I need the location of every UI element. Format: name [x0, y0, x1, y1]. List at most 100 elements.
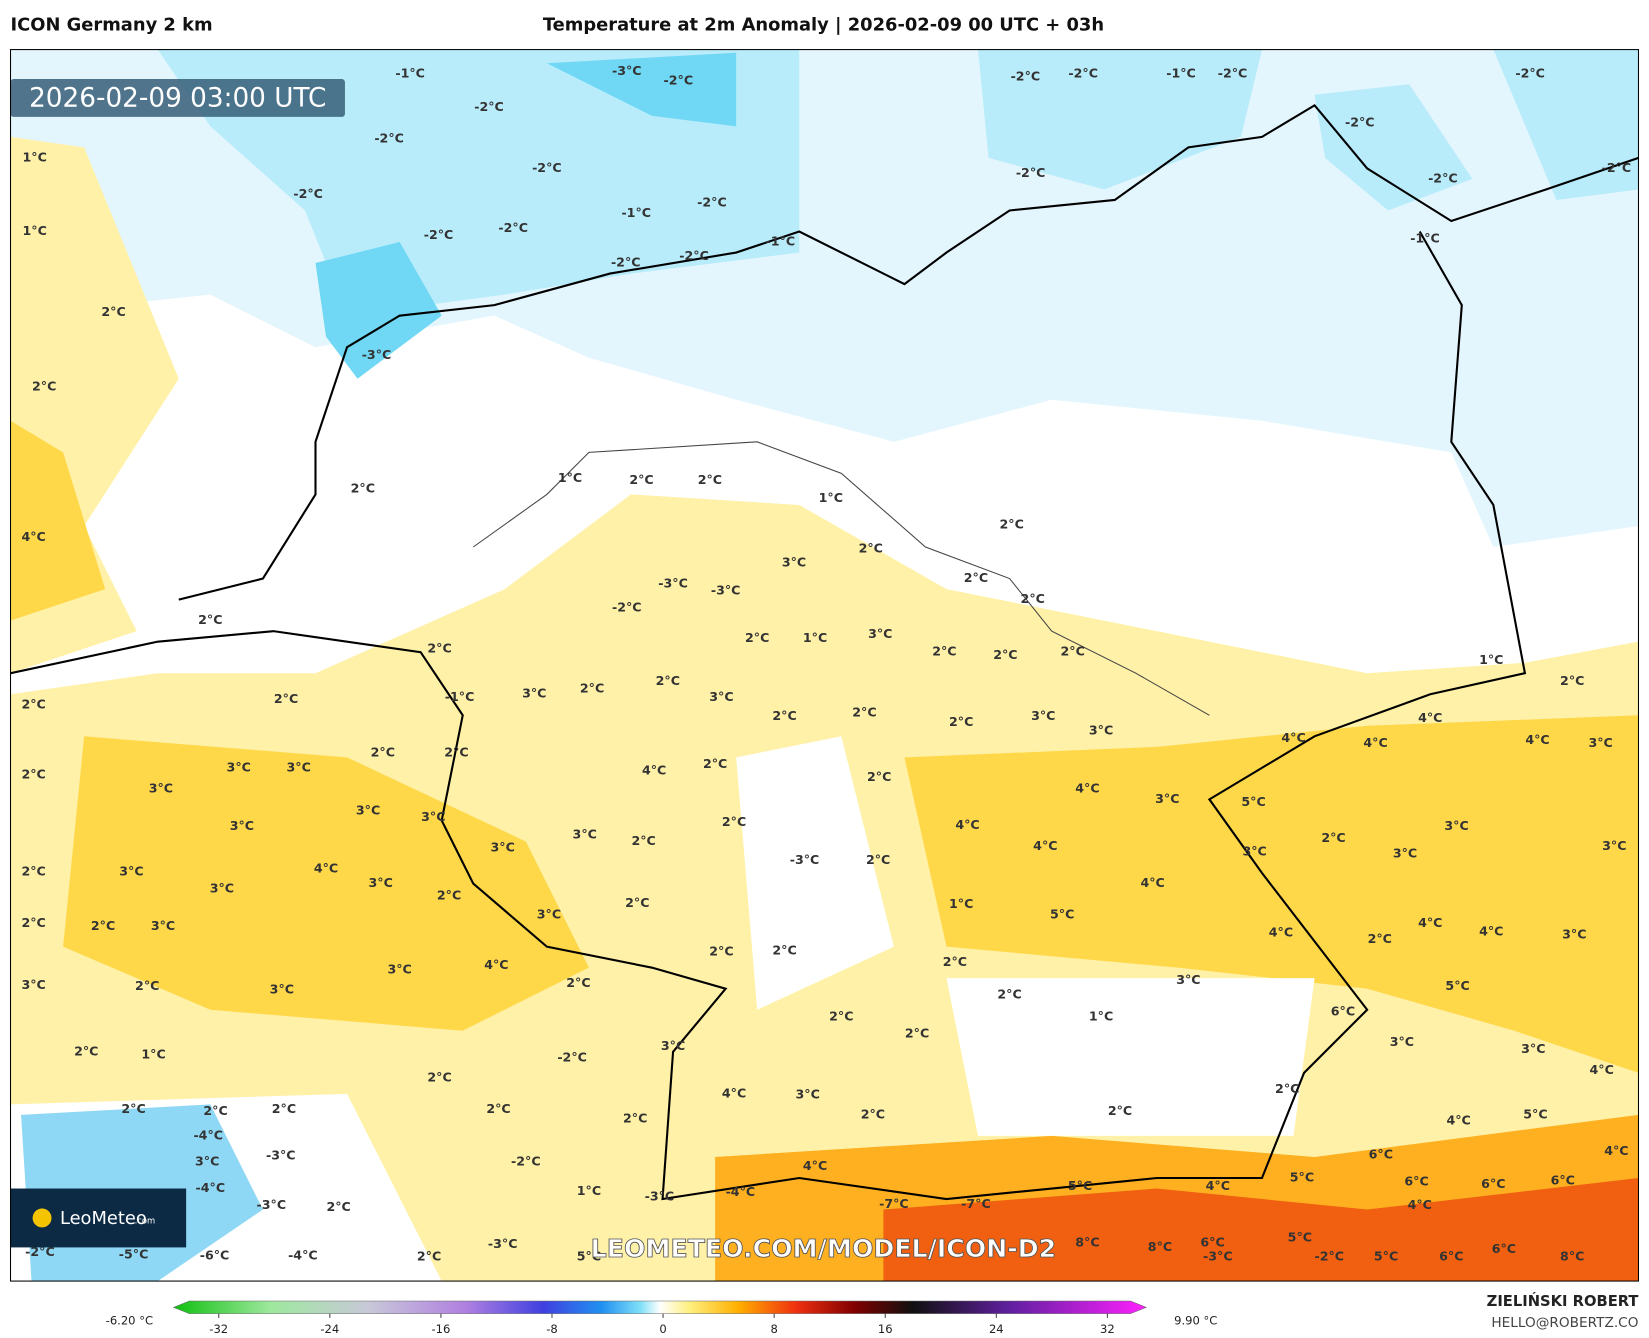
model-name: ICON Germany 2 km: [11, 14, 213, 35]
contour-label: 2°C: [932, 644, 956, 659]
contour-label: 2°C: [709, 943, 733, 958]
contour-label: 2°C: [949, 714, 973, 729]
contour-label: 3°C: [119, 863, 143, 878]
contour-label: 3°C: [1521, 1041, 1545, 1056]
contour-label: -2°C: [1515, 65, 1545, 80]
contour-label: 4°C: [1418, 710, 1442, 725]
contour-label: 2°C: [698, 472, 722, 487]
colorbar-tick-label: 8: [770, 1322, 777, 1336]
contour-label: 2°C: [32, 379, 56, 394]
contour-label: 2°C: [427, 641, 451, 656]
contour-label: 3°C: [537, 907, 561, 922]
contour-label: -3°C: [488, 1236, 518, 1251]
contour-label: 3°C: [522, 686, 546, 701]
contour-label: 3°C: [796, 1086, 820, 1101]
contour-label: 8°C: [1148, 1239, 1172, 1254]
contour-label: -3°C: [711, 583, 741, 598]
contour-label: -3°C: [645, 1188, 675, 1203]
contour-label: 2°C: [629, 472, 653, 487]
contour-label: -2°C: [1602, 160, 1632, 175]
contour-label: 3°C: [1155, 791, 1179, 806]
contour-label: 3°C: [1444, 818, 1468, 833]
contour-label: 5°C: [1050, 907, 1074, 922]
contour-label: 3°C: [1242, 843, 1266, 858]
contour-label: 3°C: [286, 759, 310, 774]
contour-label: 2°C: [867, 769, 891, 784]
contour-label: 3°C: [1562, 927, 1586, 942]
contour-label: 3°C: [709, 689, 733, 704]
contour-label: -2°C: [557, 1050, 587, 1065]
colorbar-min: -6.20 °C: [106, 1314, 153, 1328]
contour-label: 5°C: [577, 1248, 601, 1263]
contour-label: -1°C: [395, 65, 425, 80]
contour-label: -4°C: [196, 1180, 226, 1195]
contour-label: 6°C: [1439, 1248, 1463, 1263]
contour-label: -2°C: [25, 1244, 55, 1259]
contour-label: 2°C: [74, 1043, 98, 1058]
contour-label: -1°C: [621, 205, 651, 220]
contour-label: 3°C: [1602, 838, 1626, 853]
contour-label: 2°C: [964, 570, 988, 585]
contour-label: 2°C: [274, 691, 298, 706]
coastline: [178, 103, 1639, 601]
contour-label: 2°C: [1000, 516, 1024, 531]
contour-label: 3°C: [573, 827, 597, 842]
contour-label: 4°C: [21, 529, 45, 544]
contour-label: 6°C: [1481, 1176, 1505, 1191]
contour-label: 2°C: [91, 918, 115, 933]
contour-label: 2°C: [745, 630, 769, 645]
contour-label: -2°C: [611, 255, 641, 270]
logo-sun: [32, 1208, 52, 1228]
contour-label: -7°C: [879, 1196, 909, 1211]
contour-label: 2°C: [21, 863, 45, 878]
contour-label: 2°C: [1560, 673, 1584, 688]
contour-label: 2°C: [852, 705, 876, 720]
contour-label: 8°C: [1075, 1235, 1099, 1250]
cold-core: [315, 52, 737, 379]
contour-label: -2°C: [697, 195, 727, 210]
contour-label: -1°C: [445, 689, 475, 704]
contour-label: 2°C: [1368, 931, 1392, 946]
contour-label: 6°C: [1200, 1235, 1224, 1250]
contour-label: -3°C: [612, 63, 642, 78]
contour-label: 1°C: [1479, 652, 1503, 667]
contour-label: -3°C: [266, 1147, 296, 1162]
contour-label: 2°C: [580, 680, 604, 695]
contour-label: 2°C: [351, 481, 375, 496]
contour-label: -3°C: [1203, 1248, 1233, 1263]
contour-label: 3°C: [1393, 846, 1417, 861]
contour-label: -2°C: [679, 248, 709, 263]
contour-label: 4°C: [1075, 780, 1099, 795]
contour-label: 5°C: [1445, 978, 1469, 993]
contour-label: 4°C: [955, 817, 979, 832]
contour-label: 3°C: [195, 1154, 219, 1169]
contour-label: 2°C: [1061, 644, 1085, 659]
contour-label: -2°C: [474, 99, 504, 114]
contour-label: 1°C: [1089, 1009, 1113, 1024]
contour-label: -2°C: [1315, 1248, 1345, 1263]
contour-label: -1°C: [1410, 230, 1440, 245]
colorbar: [172, 1300, 1148, 1314]
contour-label: -2°C: [498, 220, 528, 235]
valid-time: 2026-02-09 03:00 UTC: [29, 84, 326, 114]
contour-label: 8°C: [1560, 1248, 1584, 1263]
contour-label: 4°C: [1479, 923, 1503, 938]
contour-label: 2°C: [121, 1101, 145, 1116]
contour-label: 4°C: [1033, 838, 1057, 853]
contour-label: -1°C: [766, 234, 796, 249]
colorbar-tick-label: 16: [878, 1322, 893, 1336]
colorbar-tick-label: -32: [209, 1322, 228, 1336]
contour-label: -2°C: [1011, 68, 1041, 83]
map: -1°C -3°C -2°C -2°C -2°C -2°C -2°C -1°C -2°C -2°C…: [10, 49, 1639, 1282]
contour-label: 4°C: [722, 1085, 746, 1100]
contour-label: 3°C: [1089, 723, 1113, 738]
contour-label: 3°C: [387, 961, 411, 976]
contour-label: 2°C: [566, 975, 590, 990]
author: ZIELIŃSKI ROBERT: [1487, 1293, 1639, 1310]
logo-domain: .com: [135, 1216, 156, 1226]
contour-label: 4°C: [1418, 915, 1442, 930]
contour-label: -2°C: [374, 130, 404, 145]
contour-label: 2°C: [135, 978, 159, 993]
contour-label: 3°C: [491, 839, 515, 854]
contour-label: -6°C: [200, 1247, 230, 1262]
